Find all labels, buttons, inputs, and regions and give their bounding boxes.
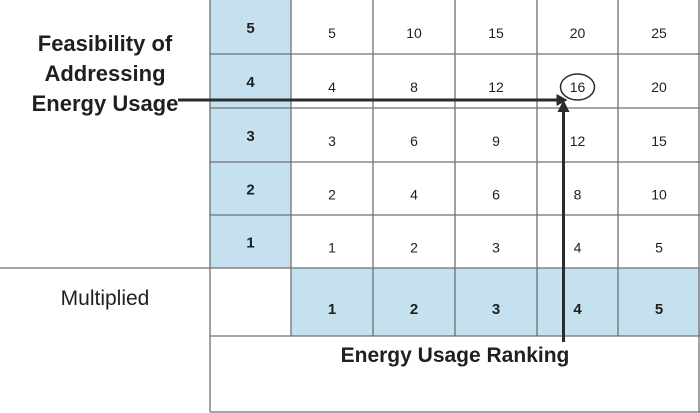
feasibility-label: 3	[246, 128, 254, 145]
matrix-cell-value: 1	[328, 240, 336, 256]
matrix-cell-value: 4	[574, 240, 582, 256]
matrix-cell-value: 15	[488, 25, 504, 41]
matrix-cell-value: 15	[651, 133, 667, 149]
matrix-cell-value: 10	[651, 187, 667, 203]
ranking-label: 1	[328, 301, 336, 318]
feasibility-label: 4	[246, 74, 255, 91]
arrow-ranking-head	[557, 100, 570, 112]
ranking-label: 3	[492, 301, 500, 318]
matrix-cell-value: 2	[410, 240, 418, 256]
matrix-cell-value: 20	[570, 25, 586, 41]
y-axis-title-line-3: Energy Usage	[31, 91, 179, 116]
matrix-cell-value: 5	[655, 240, 663, 256]
ranking-label: 4	[573, 301, 582, 318]
matrix-cell-value: 16	[570, 79, 586, 95]
ranking-label: 5	[655, 301, 663, 318]
matrix-cell-value: 25	[651, 25, 667, 41]
feasibility-header-fill	[210, 0, 291, 268]
matrix-cell-value: 8	[410, 79, 418, 95]
matrix-cell-value: 12	[570, 133, 586, 149]
x-axis-title: Energy Usage Ranking	[340, 344, 570, 367]
matrix-cell-value: 2	[328, 187, 336, 203]
feasibility-label: 5	[246, 20, 254, 37]
ranking-label: 2	[410, 301, 418, 318]
y-axis-title-line-2: Addressing	[44, 61, 166, 86]
matrix-cell-value: 6	[410, 133, 418, 149]
feasibility-label: 1	[246, 235, 254, 252]
matrix-cell-value: 8	[574, 187, 582, 203]
matrix-cell-value: 6	[492, 187, 500, 203]
y-axis-title-line-1: Feasibility of	[37, 31, 173, 56]
arrow-feasibility-head	[556, 94, 568, 106]
matrix-cell-value: 9	[492, 133, 500, 149]
ranking-header-fill	[291, 268, 700, 336]
matrix-cell-value: 3	[328, 133, 336, 149]
matrix-cell-value: 12	[488, 79, 504, 95]
matrix-cell-value: 10	[406, 25, 422, 41]
matrix-cell-value: 4	[410, 187, 418, 203]
matrix-cell-value: 4	[328, 79, 336, 95]
row-header-multiplied: Multiplied	[60, 287, 150, 310]
matrix-cell-value: 20	[651, 79, 667, 95]
matrix-cell-value: 3	[492, 240, 500, 256]
feasibility-label: 2	[246, 182, 254, 199]
matrix-cell-value: 5	[328, 25, 336, 41]
highlight-circle	[559, 73, 596, 101]
